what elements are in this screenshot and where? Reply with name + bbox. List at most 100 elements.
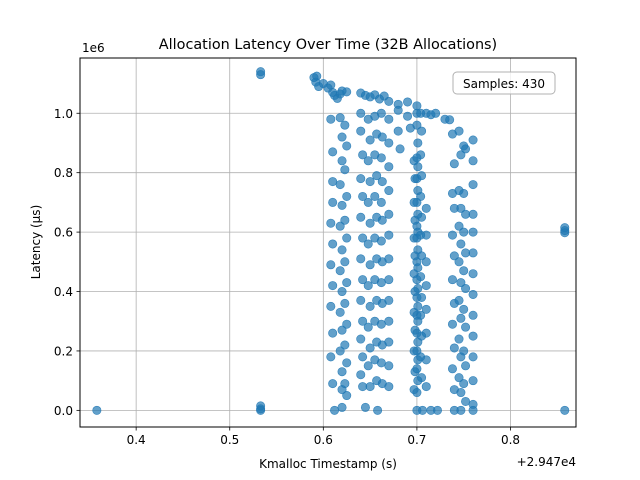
x-tick-label: 0.4: [127, 433, 146, 447]
x-axis-label: Kmalloc Timestamp (s): [259, 457, 397, 471]
data-point: [417, 292, 427, 302]
x-tick-label: 0.5: [220, 433, 239, 447]
data-point: [449, 159, 459, 169]
data-point: [454, 373, 464, 383]
data-point: [330, 405, 340, 415]
data-point: [421, 281, 431, 291]
data-point: [376, 278, 386, 288]
data-point: [456, 239, 466, 249]
data-point: [376, 358, 386, 368]
data-point: [363, 281, 373, 291]
data-point: [384, 382, 394, 392]
data-point: [335, 113, 345, 123]
data-point: [337, 287, 347, 297]
data-point: [421, 304, 431, 314]
data-point: [363, 156, 373, 166]
data-point: [421, 328, 431, 338]
y-tick-label: 0.4: [54, 285, 73, 299]
data-point: [413, 284, 423, 294]
data-point: [256, 70, 266, 80]
data-point: [468, 227, 478, 237]
data-point: [365, 135, 375, 145]
data-point: [454, 295, 464, 305]
data-point: [468, 248, 478, 258]
data-point: [413, 162, 423, 172]
data-point: [418, 405, 428, 415]
data-point: [416, 272, 426, 282]
data-point: [454, 126, 464, 136]
data-point: [417, 251, 427, 261]
data-point: [358, 233, 368, 243]
data-point: [456, 405, 466, 415]
data-point: [393, 105, 403, 115]
data-point: [376, 236, 386, 246]
y-tick-label: 1.0: [54, 107, 73, 121]
data-point: [370, 191, 380, 201]
data-point: [417, 171, 427, 181]
data-point: [384, 361, 394, 371]
data-point: [365, 177, 375, 187]
data-point: [449, 251, 459, 261]
data-point: [342, 278, 352, 288]
data-point: [342, 191, 352, 201]
data-point: [454, 221, 464, 231]
data-point: [365, 260, 375, 270]
data-point: [468, 376, 478, 386]
data-point: [421, 355, 431, 365]
data-point: [416, 108, 426, 118]
data-point: [456, 278, 466, 288]
data-point: [358, 316, 368, 326]
data-point: [340, 120, 350, 130]
data-points: [92, 67, 570, 415]
data-point: [456, 388, 466, 398]
data-point: [384, 209, 394, 219]
data-point: [468, 180, 478, 190]
grid: [80, 58, 576, 427]
data-point: [326, 114, 336, 124]
data-point: [461, 209, 471, 219]
data-point: [384, 114, 394, 124]
data-point: [461, 322, 471, 332]
data-point: [560, 228, 570, 238]
y-axis-ticks: 0.0 0.2 0.4 0.6 0.8 1.0: [54, 107, 80, 418]
data-point: [356, 295, 366, 305]
data-point: [459, 227, 469, 237]
y-tick-label: 0.0: [54, 404, 73, 418]
data-point: [372, 171, 382, 181]
plot-frame: [79, 57, 577, 428]
data-point: [377, 177, 387, 187]
data-point: [421, 257, 431, 267]
data-point: [335, 307, 345, 317]
data-point: [468, 209, 478, 219]
data-point: [384, 162, 394, 172]
data-point: [468, 352, 478, 362]
data-point: [360, 402, 370, 412]
data-point: [377, 132, 387, 142]
data-point: [459, 304, 469, 314]
data-point: [468, 405, 478, 415]
data-point: [384, 275, 394, 285]
data-point: [456, 203, 466, 213]
data-point: [461, 284, 471, 294]
data-point: [417, 126, 427, 136]
data-point: [447, 230, 457, 240]
data-point: [337, 156, 347, 166]
data-point: [468, 331, 478, 341]
data-point: [328, 239, 338, 249]
data-point: [403, 97, 413, 107]
data-point: [340, 379, 350, 389]
chart-title: Allocation Latency Over Time (32B Alloca…: [159, 37, 497, 53]
data-point: [445, 115, 455, 125]
annotation-box: [452, 71, 556, 95]
data-point: [358, 150, 368, 160]
data-point: [326, 352, 336, 362]
data-point: [384, 316, 394, 326]
data-point: [377, 215, 387, 225]
data-point: [412, 364, 422, 374]
data-point: [447, 275, 457, 285]
data-point: [468, 269, 478, 279]
data-point: [413, 301, 423, 311]
data-point: [356, 108, 366, 118]
data-point: [412, 120, 422, 130]
